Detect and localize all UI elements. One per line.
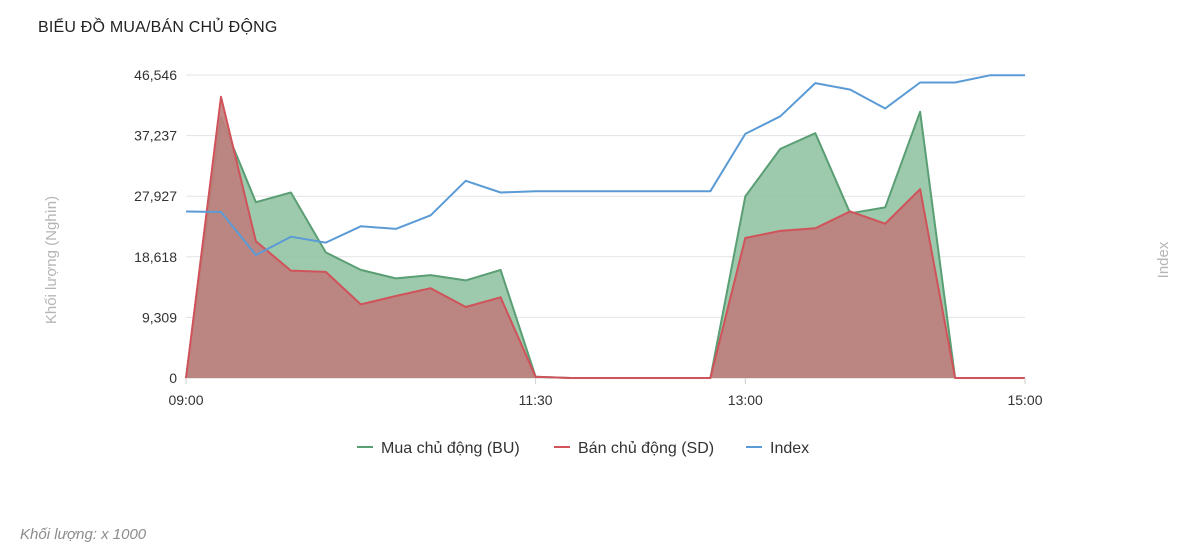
area-series (185, 95, 1025, 379)
x-tick-label: 15:00 (1007, 392, 1042, 408)
y-tick-label: 18,618 (134, 249, 177, 265)
x-tick-label: 09:00 (168, 392, 203, 408)
legend-label: Bán chủ động (SD) (578, 440, 714, 457)
series-line (185, 95, 1025, 379)
legend-label: Mua chủ động (BU) (381, 440, 520, 457)
chart-title: BIỂU ĐỒ MUA/BÁN CHỦ ĐỘNG (38, 19, 278, 36)
legend: Mua chủ động (BU) Bán chủ động (SD) Index (357, 440, 809, 457)
x-tick-label: 13:00 (728, 392, 763, 408)
y-tick-label: 46,546 (134, 67, 177, 83)
legend-label: Index (770, 440, 809, 457)
axes: 0 9,309 18,618 27,927 37,237 46,546 09:00 11:30… (134, 67, 1043, 408)
y-tick-label: 0 (169, 370, 177, 386)
y-tick-label: 37,237 (134, 128, 177, 144)
y-tick-label: 27,927 (134, 188, 177, 204)
footnote: Khối lượng: x 1000 (20, 526, 147, 543)
y2-axis-title: Index (1155, 241, 1172, 278)
series-area (186, 96, 1025, 379)
y-tick-label: 9,309 (142, 309, 177, 325)
y-axis-title: Khối lượng (Nghìn) (43, 196, 60, 324)
x-tick-label: 11:30 (519, 392, 553, 408)
line-series (185, 74, 1025, 256)
index-line (185, 74, 1025, 256)
